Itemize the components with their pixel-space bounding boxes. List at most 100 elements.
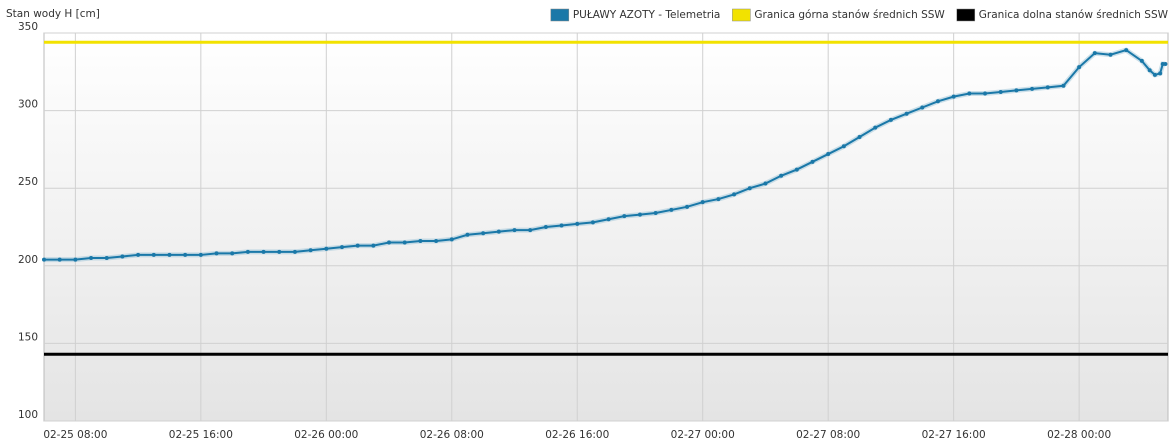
data-point [355, 243, 360, 248]
data-point [1158, 71, 1163, 76]
data-point [1014, 88, 1019, 93]
data-point [496, 229, 501, 234]
legend-swatch [732, 8, 751, 22]
data-point [402, 240, 407, 245]
data-point [183, 252, 188, 257]
data-point [73, 257, 78, 262]
data-point [481, 231, 486, 236]
data-point [543, 225, 548, 229]
y-tick-label: 200 [18, 254, 38, 266]
data-point [622, 214, 627, 219]
x-tick-label: 02-25 16:00 [169, 429, 233, 441]
data-point [449, 237, 454, 242]
data-point [214, 251, 219, 256]
data-point [732, 192, 737, 197]
data-point [528, 228, 533, 233]
data-point [104, 256, 109, 261]
x-tick-label: 02-28 00:00 [1047, 429, 1111, 441]
data-point [841, 144, 846, 149]
data-point [998, 89, 1003, 94]
y-tick-label: 150 [18, 331, 38, 343]
data-point [151, 252, 156, 257]
series-line [44, 48, 1166, 261]
legend-swatch [956, 8, 976, 22]
data-point [685, 204, 690, 209]
data-point [951, 94, 956, 99]
legend-label: Granica dolna stanów średnich SSW [979, 9, 1169, 21]
data-point [606, 217, 611, 222]
y-tick-label: 100 [18, 409, 38, 421]
data-point [935, 99, 940, 104]
data-point [716, 197, 721, 202]
data-point [700, 200, 705, 205]
data-point [1163, 62, 1168, 67]
data-point [857, 134, 862, 139]
y-tick-label: 250 [18, 176, 38, 188]
data-point [779, 173, 784, 178]
data-point [1124, 48, 1129, 53]
data-point [120, 254, 125, 259]
data-point [637, 212, 642, 217]
x-tick-label: 02-27 16:00 [922, 429, 986, 441]
data-point [669, 207, 674, 212]
data-point [575, 221, 580, 226]
x-tick-label: 02-26 08:00 [420, 429, 484, 441]
data-point [1152, 72, 1157, 77]
data-point [230, 251, 235, 256]
data-point [136, 252, 141, 257]
data-point [763, 181, 768, 186]
data-point [371, 243, 376, 248]
plot-area [43, 32, 1169, 422]
x-tick-label: 02-25 08:00 [43, 429, 107, 441]
y-axis-label: Stan wody H [cm] [6, 8, 100, 20]
data-point [1061, 83, 1066, 88]
data-point [873, 125, 878, 130]
data-point [1147, 68, 1152, 73]
data-point [794, 167, 799, 172]
legend-label: PUŁAWY AZOTY - Telemetria [573, 9, 721, 21]
data-point [1139, 58, 1144, 63]
data-point [920, 105, 925, 110]
y-tick-label: 300 [18, 99, 38, 111]
data-point [559, 223, 564, 228]
data-point [465, 232, 470, 237]
data-point [57, 257, 62, 262]
data-point [653, 211, 658, 216]
data-point [590, 220, 595, 225]
data-point [324, 246, 329, 251]
data-point [277, 249, 282, 254]
data-point [42, 257, 46, 262]
data-point [1092, 51, 1097, 56]
data-point [292, 249, 297, 254]
legend-label: Granica górna stanów średnich SSW [754, 9, 945, 21]
data-point [1108, 52, 1113, 57]
data-point [339, 245, 344, 250]
x-tick-label: 02-26 16:00 [545, 429, 609, 441]
data-point [308, 248, 313, 253]
legend-swatch [550, 8, 570, 22]
y-tick-label: 350 [18, 21, 38, 33]
x-tick-label: 02-27 08:00 [796, 429, 860, 441]
data-point [983, 91, 988, 96]
data-point [826, 152, 831, 157]
data-point [967, 91, 972, 96]
data-point [261, 249, 266, 254]
data-point [1045, 85, 1050, 90]
data-point [1030, 86, 1035, 91]
x-tick-label: 02-27 00:00 [671, 429, 735, 441]
data-point [512, 228, 517, 233]
data-point [198, 252, 203, 257]
data-point [387, 240, 392, 245]
data-point [810, 159, 815, 164]
data-point [418, 238, 423, 243]
data-point [904, 111, 909, 116]
data-point [167, 252, 172, 257]
data-point [434, 238, 439, 243]
data-point [747, 186, 752, 191]
data-point [89, 256, 94, 261]
x-tick-label: 02-26 00:00 [294, 429, 358, 441]
data-point [888, 117, 893, 122]
data-point [1077, 65, 1082, 70]
